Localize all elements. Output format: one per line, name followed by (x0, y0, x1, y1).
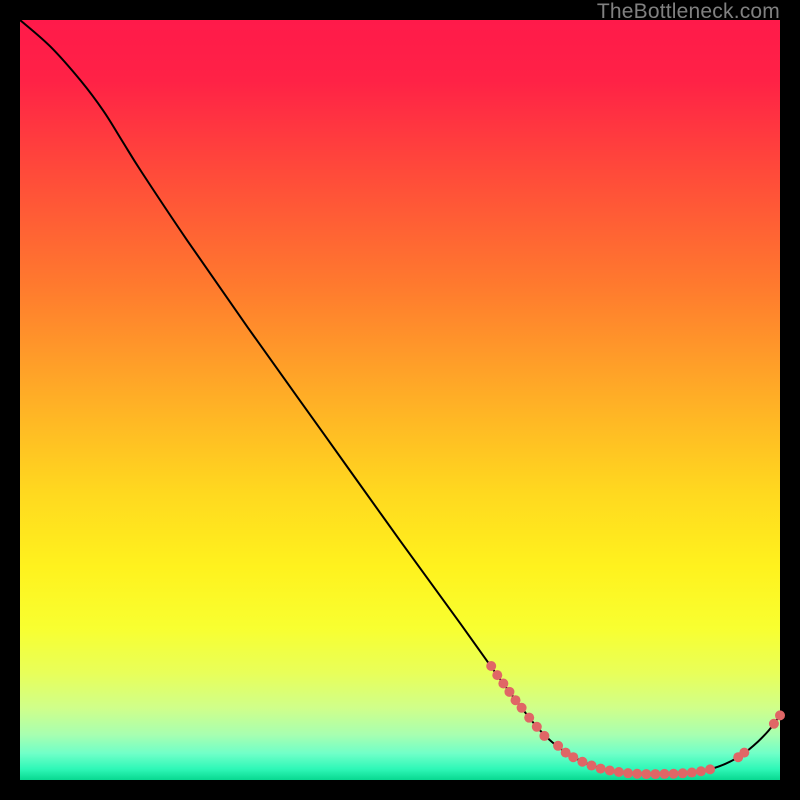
data-marker (705, 764, 715, 774)
data-marker (596, 764, 606, 774)
data-marker (669, 769, 679, 779)
data-marker (769, 719, 779, 729)
bottleneck-curve-layer (20, 20, 780, 780)
data-marker (492, 670, 502, 680)
data-marker (517, 703, 527, 713)
figure-container: TheBottleneck.com (0, 0, 800, 800)
data-marker (678, 768, 688, 778)
data-marker (687, 768, 697, 778)
data-marker (605, 766, 615, 776)
data-marker (498, 678, 508, 688)
data-marker (614, 767, 624, 777)
data-marker (696, 766, 706, 776)
data-marker (659, 769, 669, 779)
data-marker (775, 710, 785, 720)
data-marker (539, 731, 549, 741)
data-marker (553, 741, 563, 751)
data-marker (532, 722, 542, 732)
data-marker (623, 768, 633, 778)
data-marker (587, 761, 597, 771)
data-marker (504, 687, 514, 697)
data-marker (632, 769, 642, 779)
plot-area (20, 20, 780, 780)
data-marker (577, 757, 587, 767)
bottleneck-curve (20, 20, 780, 774)
data-marker (568, 752, 578, 762)
data-marker (486, 661, 496, 671)
data-marker (641, 769, 651, 779)
data-marker (524, 713, 534, 723)
data-marker (650, 769, 660, 779)
data-marker (739, 748, 749, 758)
marker-group (486, 661, 785, 779)
